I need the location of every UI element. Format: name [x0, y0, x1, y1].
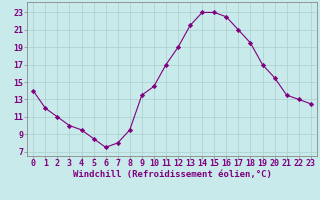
X-axis label: Windchill (Refroidissement éolien,°C): Windchill (Refroidissement éolien,°C): [73, 170, 271, 179]
